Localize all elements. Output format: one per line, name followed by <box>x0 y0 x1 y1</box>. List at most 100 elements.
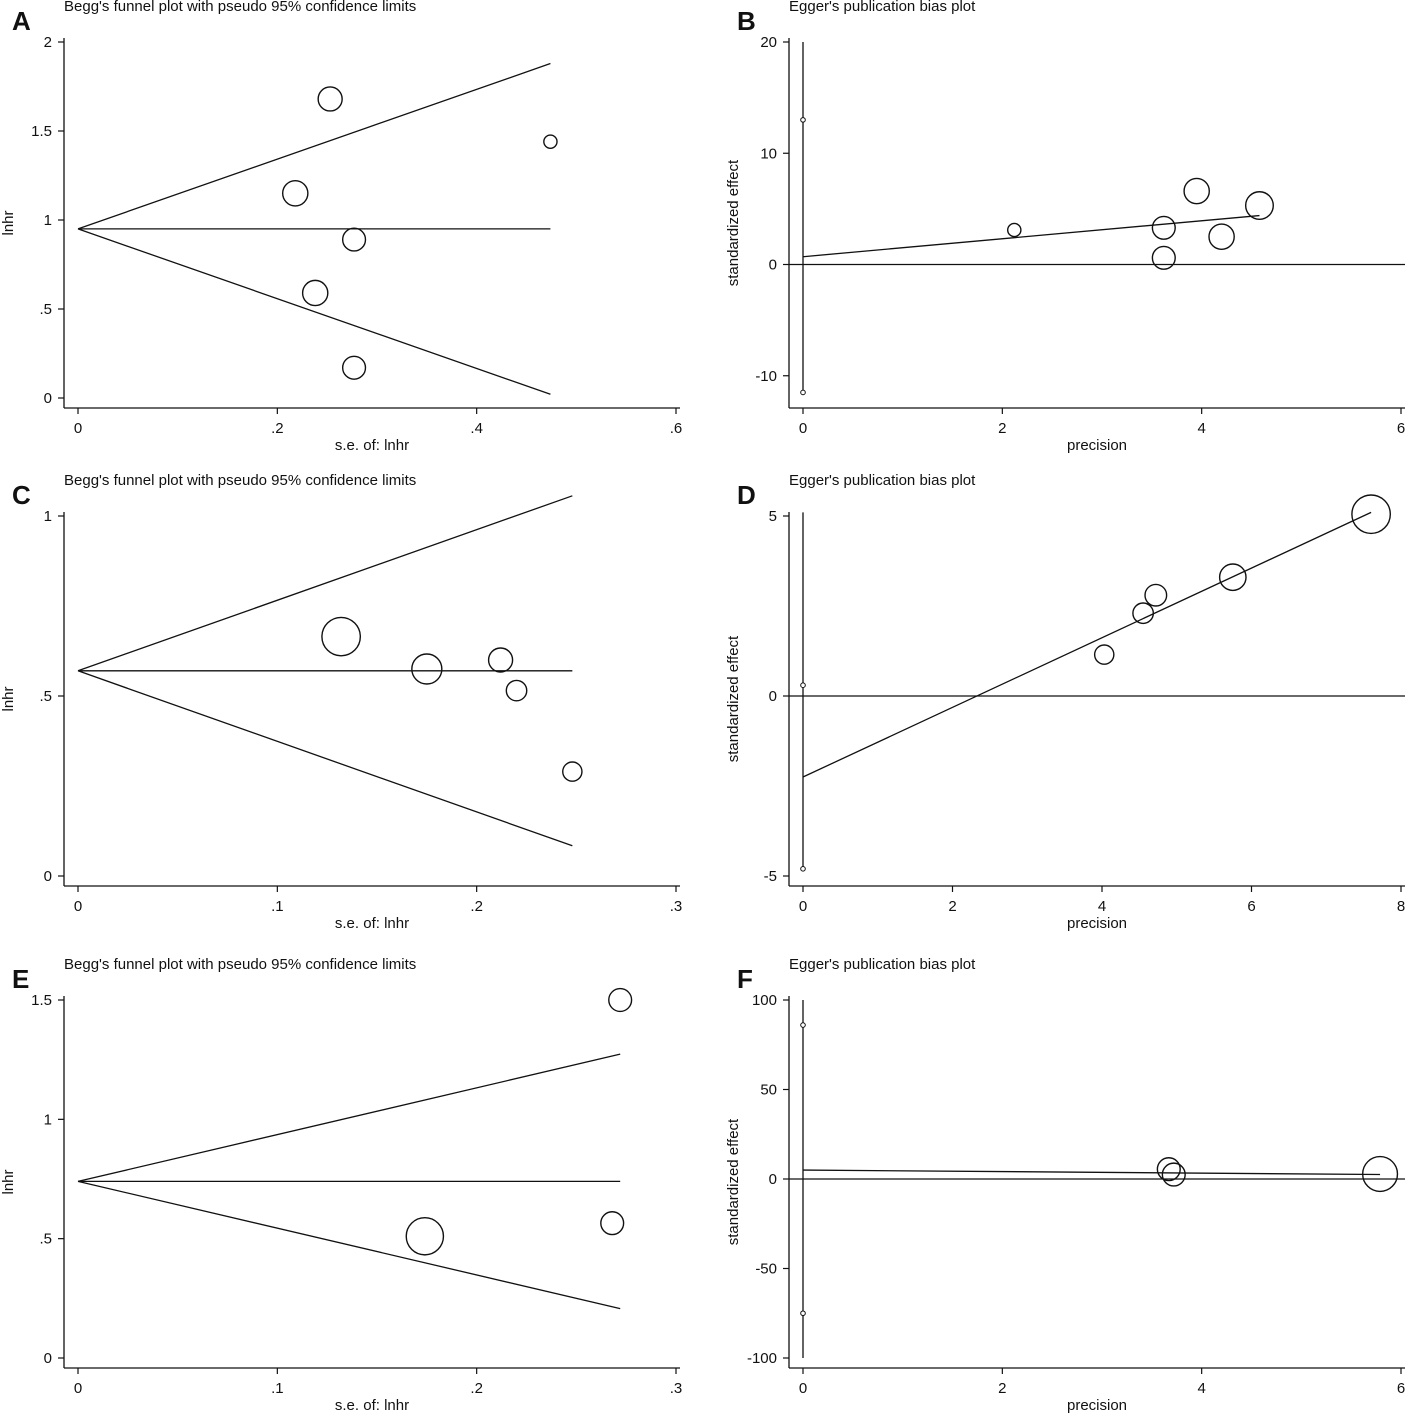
y-axis-label-b: standardized effect <box>725 159 742 286</box>
x-tick-label-f: 2 <box>998 1380 1006 1397</box>
chart-title-a: Begg's funnel plot with pseudo 95% confi… <box>64 0 416 15</box>
intercept-ci-marker-f <box>800 1310 806 1317</box>
x-tick-label-d: 6 <box>1247 898 1255 915</box>
y-tick-label-b: 20 <box>760 34 777 51</box>
y-tick-label-a: .5 <box>39 301 52 318</box>
study-point-a <box>281 179 309 207</box>
y-tick-label-c: 0 <box>44 868 52 885</box>
x-axis-label-a: s.e. of: lnhr <box>335 437 409 454</box>
panel-letter-c: C <box>12 480 31 510</box>
study-point-d <box>1132 602 1155 625</box>
y-tick-label-a: 2 <box>44 34 52 51</box>
regression-line-f <box>802 1169 1381 1176</box>
y-tick-label-f: 0 <box>769 1171 777 1188</box>
panel-letter-e: E <box>12 964 29 994</box>
x-tick-label-b: 2 <box>998 420 1006 437</box>
panel-letter-a: A <box>12 6 31 36</box>
y-axis-label-a: lnhr <box>0 210 17 235</box>
chart-title-b: Egger's publication bias plot <box>789 0 976 15</box>
intercept-ci-marker-b <box>800 117 806 123</box>
study-point-f <box>1161 1162 1186 1187</box>
y-tick-label-b: -10 <box>755 368 777 385</box>
study-point-a <box>301 279 329 307</box>
x-tick-label-d: 2 <box>948 898 956 915</box>
panel-f: F Egger's publication bias plot -100 -50 0 50… <box>725 956 1405 1414</box>
x-tick-label-a: .4 <box>470 420 483 437</box>
upper-confidence-limit-c <box>77 495 573 672</box>
x-tick-label-f: 4 <box>1197 1380 1205 1397</box>
upper-confidence-limit-e <box>77 1053 621 1183</box>
study-point-b <box>1006 222 1022 238</box>
panel-letter-b: B <box>737 6 756 36</box>
x-tick-label-d: 8 <box>1397 898 1405 915</box>
y-tick-label-f: 50 <box>760 1082 777 1099</box>
x-tick-label-c: .1 <box>271 898 284 915</box>
study-point-c <box>487 647 514 673</box>
x-tick-label-b: 4 <box>1197 420 1205 437</box>
y-tick-label-c: 1 <box>44 508 52 525</box>
intercept-ci-marker-f <box>800 1022 806 1028</box>
x-tick-label-d: 4 <box>1098 898 1106 915</box>
y-axis-label-f: standardized effect <box>725 1118 742 1245</box>
study-point-b <box>1183 177 1210 205</box>
y-tick-label-b: 10 <box>760 145 777 162</box>
x-tick-label-e: .1 <box>271 1380 284 1397</box>
x-tick-label-f: 0 <box>799 1380 807 1397</box>
x-axis-label-e: s.e. of: lnhr <box>335 1397 409 1414</box>
regression-line-b <box>802 214 1260 258</box>
regression-line-d <box>802 511 1372 778</box>
intercept-ci-marker-d <box>800 682 806 689</box>
y-tick-label-e: 1 <box>44 1111 52 1128</box>
study-point-f <box>1156 1157 1181 1182</box>
y-tick-label-f: 100 <box>752 992 777 1009</box>
x-axis-label-f: precision <box>1067 1397 1127 1414</box>
panel-letter-f: F <box>737 964 753 994</box>
lower-confidence-limit-c <box>77 670 573 847</box>
x-axis-label-d: precision <box>1067 915 1127 932</box>
study-point-c <box>411 653 443 685</box>
panel-e: E Begg's funnel plot with pseudo 95% conf… <box>0 956 682 1414</box>
x-axis-label-c: s.e. of: lnhr <box>335 915 409 932</box>
study-point-a <box>341 355 367 380</box>
intercept-ci-marker-b <box>800 389 806 396</box>
study-point-f <box>1361 1155 1399 1193</box>
study-point-a <box>543 134 558 149</box>
y-axis-label-c: lnhr <box>0 686 17 711</box>
intercept-ci-marker-d <box>800 866 806 872</box>
study-point-a <box>341 227 367 252</box>
study-point-d <box>1144 583 1168 607</box>
y-tick-label-d: 5 <box>769 508 777 525</box>
x-tick-label-c: .3 <box>670 898 683 915</box>
chart-title-d: Egger's publication bias plot <box>789 472 976 489</box>
y-tick-label-d: 0 <box>769 688 777 705</box>
chart-title-f: Egger's publication bias plot <box>789 956 976 973</box>
x-axis-label-b: precision <box>1067 437 1127 454</box>
panel-d: D Egger's publication bias plot -5 0 5 0 2 4 6 8 p… <box>725 472 1405 932</box>
y-tick-label-d: -5 <box>764 868 777 885</box>
study-point-d <box>1218 563 1247 592</box>
y-tick-label-f: -50 <box>755 1261 777 1278</box>
study-point-d <box>1093 644 1115 665</box>
y-tick-label-e: .5 <box>39 1231 52 1248</box>
x-tick-label-a: 0 <box>74 420 82 437</box>
chart-title-c: Begg's funnel plot with pseudo 95% confi… <box>64 472 416 489</box>
y-axis-label-e: lnhr <box>0 1169 17 1194</box>
y-tick-label-f: -100 <box>747 1350 777 1367</box>
study-point-b <box>1151 215 1176 240</box>
x-tick-label-a: .2 <box>271 420 284 437</box>
lower-confidence-limit-a <box>77 228 551 395</box>
panel-letter-d: D <box>737 480 756 510</box>
y-tick-label-e: 1.5 <box>31 992 52 1009</box>
study-point-a <box>317 86 343 112</box>
y-tick-label-b: 0 <box>769 257 777 274</box>
x-tick-label-c: 0 <box>74 898 82 915</box>
panel-c: C Begg's funnel plot with pseudo 95% conf… <box>0 472 682 932</box>
lower-confidence-limit-e <box>77 1180 621 1310</box>
y-tick-label-e: 0 <box>44 1350 52 1367</box>
x-tick-label-f: 6 <box>1397 1380 1405 1397</box>
x-tick-label-b: 0 <box>799 420 807 437</box>
study-point-c <box>505 679 528 702</box>
study-point-c <box>562 761 583 782</box>
study-point-e <box>608 987 633 1013</box>
